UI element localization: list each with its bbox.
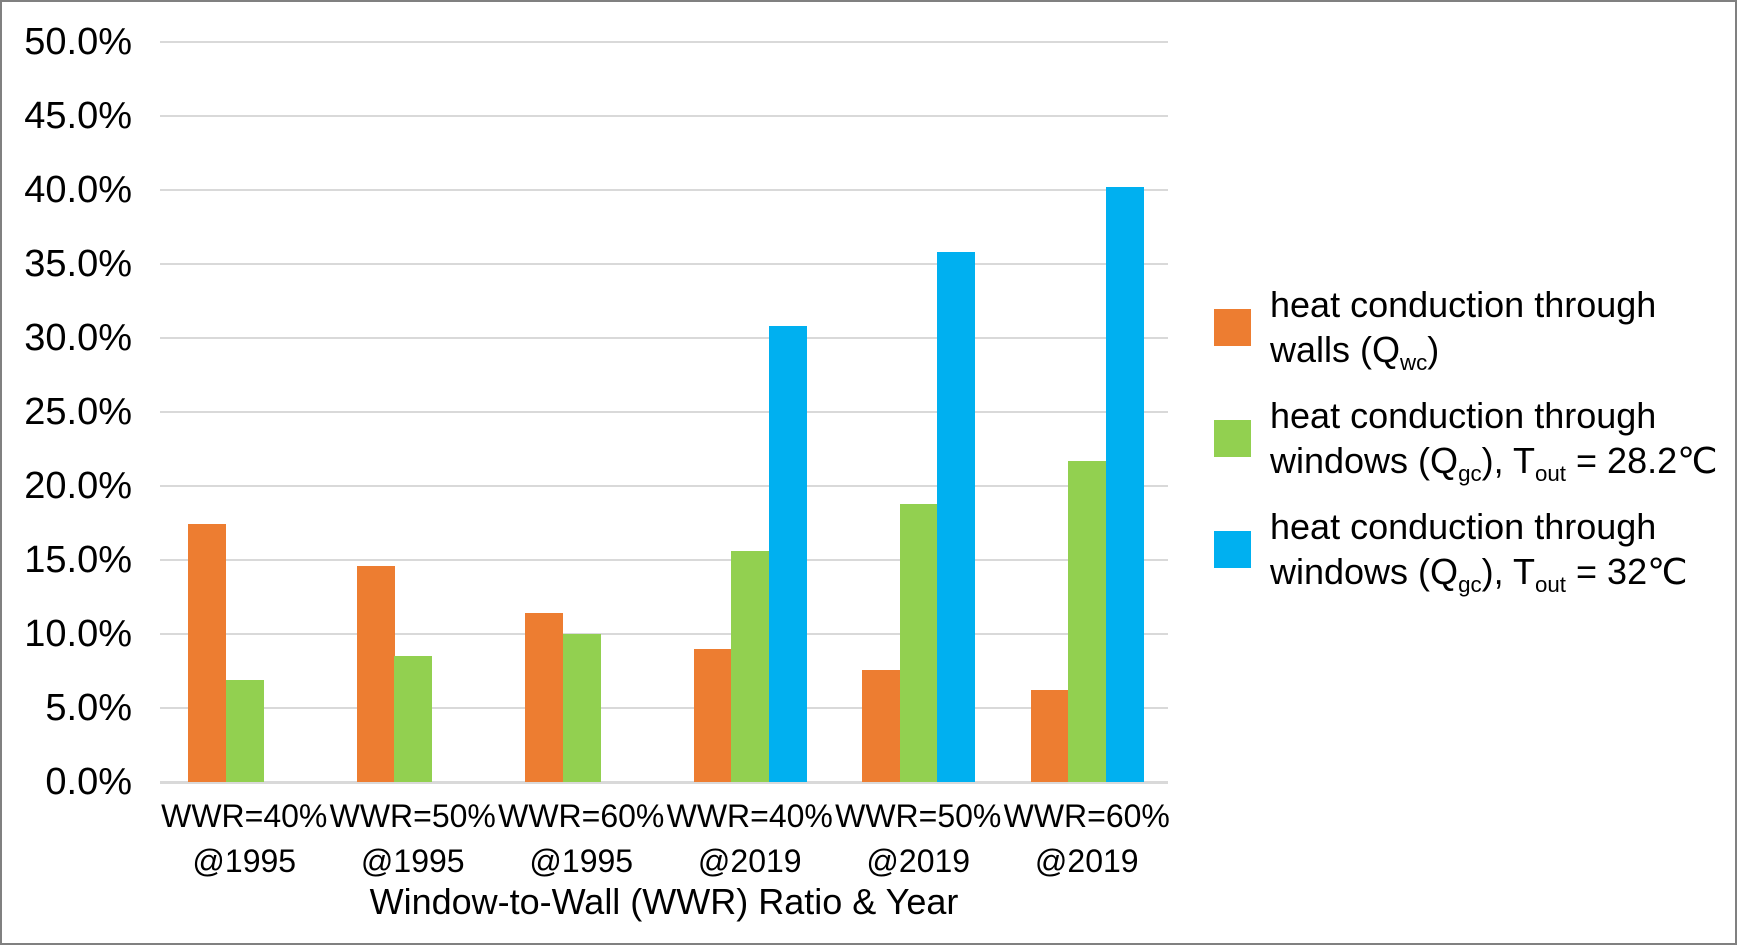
bar-series-2-cat-2 — [394, 656, 432, 782]
gridline — [160, 559, 1168, 561]
y-tick-label: 5.0% — [45, 687, 132, 729]
y-tick-label: 35.0% — [24, 243, 132, 285]
x-tick-line2: @1995 — [192, 843, 297, 879]
gridline — [160, 189, 1168, 191]
legend-swatch-icon — [1214, 530, 1251, 568]
bar-series-2-cat-5 — [900, 504, 938, 782]
y-tick-label: 50.0% — [24, 21, 132, 63]
legend-swatch-icon — [1214, 419, 1251, 457]
x-tick-line1: WWR=60% — [1003, 798, 1170, 834]
x-tick-line1: WWR=50% — [329, 798, 496, 834]
legend-label: heat conduction through windows (Qgc), To… — [1270, 506, 1688, 598]
bar-series-1-cat-6 — [1031, 690, 1069, 782]
gridline — [160, 115, 1168, 117]
bar-series-1-cat-1 — [188, 524, 226, 782]
legend-swatch-icon — [1214, 308, 1251, 346]
gridline — [160, 633, 1168, 635]
x-axis-line — [160, 781, 1168, 784]
legend-item-2: heat conduction through windows (Qgc), To… — [1214, 393, 1718, 487]
y-tick-label: 15.0% — [24, 539, 132, 581]
x-tick-label: WWR=50% @2019 — [834, 794, 1003, 884]
legend-item-3: heat conduction through windows (Qgc), To… — [1214, 504, 1718, 598]
x-tick-line2: @1995 — [360, 843, 465, 879]
x-tick-line2: @2019 — [1034, 843, 1139, 879]
legend-item-1: heat conduction through walls (Qwc) — [1214, 282, 1718, 376]
y-tick-label: 10.0% — [24, 613, 132, 655]
legend: heat conduction through walls (Qwc) heat c… — [1214, 282, 1718, 598]
gridline — [160, 411, 1168, 413]
x-tick-line1: WWR=40% — [666, 798, 833, 834]
legend-label: heat conduction through walls (Qwc) — [1270, 284, 1657, 376]
bar-series-1-cat-3 — [525, 613, 563, 782]
x-tick-label: WWR=50% @1995 — [329, 794, 498, 884]
bar-series-3-cat-4 — [769, 326, 807, 782]
x-tick-label: WWR=40% @1995 — [160, 794, 329, 884]
x-tick-label: WWR=60% @1995 — [497, 794, 666, 884]
bar-series-3-cat-5 — [937, 252, 975, 782]
bar-series-1-cat-5 — [862, 670, 900, 782]
y-tick-label: 0.0% — [45, 761, 132, 803]
bar-series-1-cat-2 — [357, 566, 395, 782]
x-tick-line2: @2019 — [866, 843, 971, 879]
x-tick-label: WWR=40% @2019 — [666, 794, 835, 884]
gridline — [160, 337, 1168, 339]
gridline — [160, 41, 1168, 43]
y-tick-label: 25.0% — [24, 391, 132, 433]
bar-series-2-cat-3 — [563, 634, 601, 782]
x-tick-line2: @1995 — [529, 843, 634, 879]
x-tick-label: WWR=60% @2019 — [1003, 794, 1172, 884]
y-tick-label: 20.0% — [24, 465, 132, 507]
x-tick-line2: @2019 — [697, 843, 802, 879]
bar-series-1-cat-4 — [694, 649, 732, 782]
bar-series-2-cat-6 — [1068, 461, 1106, 782]
bar-series-2-cat-1 — [226, 680, 264, 782]
y-tick-label: 30.0% — [24, 317, 132, 359]
bar-series-2-cat-4 — [731, 551, 769, 782]
x-tick-line1: WWR=40% — [161, 798, 328, 834]
x-tick-line1: WWR=60% — [498, 798, 665, 834]
y-tick-label: 40.0% — [24, 169, 132, 211]
gridline — [160, 263, 1168, 265]
x-tick-line1: WWR=50% — [835, 798, 1002, 834]
y-tick-label: 45.0% — [24, 95, 132, 137]
gridline — [160, 485, 1168, 487]
gridline — [160, 707, 1168, 709]
x-axis-title: Window-to-Wall (WWR) Ratio & Year — [369, 881, 959, 922]
legend-label: heat conduction through windows (Qgc), To… — [1270, 395, 1718, 487]
bar-series-3-cat-6 — [1106, 187, 1144, 782]
